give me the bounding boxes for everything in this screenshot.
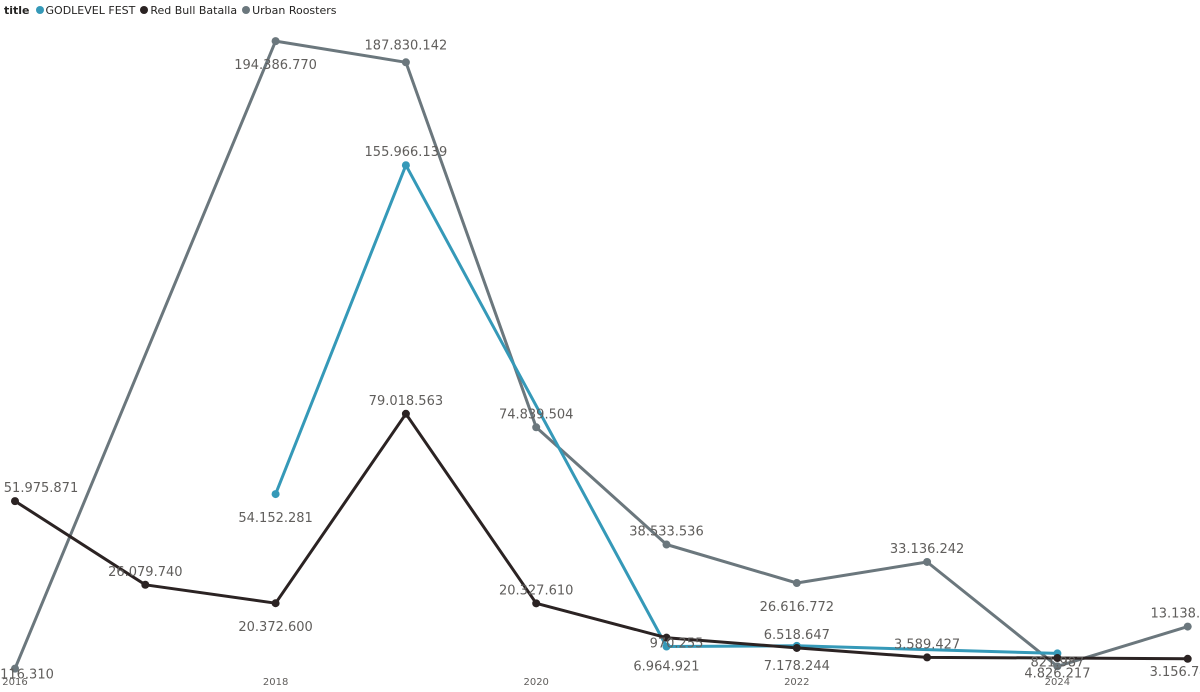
data-point-red-bull-batalla-2019	[401, 409, 410, 418]
data-point-urban-roosters-2022	[792, 579, 801, 588]
data-point-godlevel-fest-2021	[662, 642, 671, 651]
data-point-urban-roosters-2024	[1053, 662, 1062, 671]
data-label-urban-roosters-2021: 38.533.536	[629, 525, 703, 540]
data-point-red-bull-batalla-2017	[141, 580, 150, 589]
data-point-red-bull-batalla-2021	[662, 633, 671, 642]
series-line-red-bull-batalla	[14, 412, 1188, 661]
data-point-urban-roosters-2020	[532, 423, 541, 432]
legend-marker	[242, 6, 251, 14]
data-label-urban-roosters-2018: 194.386.770	[234, 58, 317, 73]
data-label-urban-roosters-2024: 821.987	[1031, 655, 1085, 670]
data-point-red-bull-batalla-2016	[11, 497, 19, 506]
data-label-red-bull-batalla-2023: 3.589.427	[894, 637, 960, 652]
data-label-godlevel-fest-2019: 155.966.139	[365, 145, 448, 160]
data-label-red-bull-batalla-2025: 3.156.743	[1150, 665, 1200, 680]
x-axis: 2016 2018 2020 2022 2024	[2, 677, 1070, 688]
data-label-red-bull-batalla-2020: 20.327.610	[499, 583, 573, 598]
data-label-red-bull-batalla-2022: 6.518.647	[764, 628, 830, 643]
data-label-red-bull-batalla-2018: 20.372.600	[238, 620, 312, 635]
legend-label: GODLEVEL FEST	[45, 3, 136, 17]
x-tick-label-2022: 2022	[784, 677, 809, 688]
data-point-red-bull-batalla-2018	[271, 599, 280, 608]
data-label-godlevel-fest-2024: 4.826.217	[1024, 666, 1090, 681]
data-point-red-bull-batalla-2024	[1053, 654, 1062, 663]
x-tick-label-2024: 2024	[1045, 677, 1070, 688]
data-point-urban-roosters-2016	[11, 664, 19, 673]
x-tick-label-2018: 2018	[263, 677, 288, 688]
legend-label: Urban Roosters	[252, 3, 337, 17]
data-label-red-bull-batalla-2016: 51.975.871	[4, 481, 78, 496]
data-point-urban-roosters-2025	[1183, 622, 1192, 631]
legend-label: Red Bull Batalla	[150, 3, 238, 17]
data-label-urban-roosters-2022: 26.616.772	[760, 600, 834, 615]
data-point-godlevel-fest-2019	[401, 161, 410, 170]
data-point-red-bull-batalla-2023	[923, 653, 932, 662]
data-label-urban-roosters-2020: 74.839.504	[499, 407, 573, 422]
data-point-red-bull-batalla-2025	[1183, 654, 1192, 663]
data-point-red-bull-batalla-2022	[792, 643, 801, 652]
data-label-urban-roosters-2025: 13.138.500	[1150, 607, 1200, 622]
legend-item-urban-roosters[interactable]: Urban Roosters	[242, 3, 337, 17]
data-label-urban-roosters-2016: 116.310	[0, 668, 54, 683]
data-labels: 54.152.281 155.966.139 6.964.921 7.178.244 4…	[0, 38, 1200, 682]
data-point-godlevel-fest-2018	[271, 490, 280, 499]
data-point-red-bull-batalla-2020	[532, 599, 541, 608]
data-point-urban-roosters-2018	[271, 37, 280, 46]
data-label-godlevel-fest-2022: 7.178.244	[764, 659, 830, 674]
data-label-urban-roosters-2023: 33.136.242	[890, 542, 964, 557]
series-line-urban-roosters	[13, 39, 1189, 670]
series-points	[11, 37, 1192, 673]
data-label-red-bull-batalla-2021: 970.255	[650, 637, 704, 652]
legend-item-godlevel-fest[interactable]: GODLEVEL FEST	[35, 3, 136, 17]
legend-title: title	[4, 3, 30, 17]
data-label-urban-roosters-2019: 187.830.142	[365, 38, 448, 53]
data-label-godlevel-fest-2018: 54.152.281	[238, 511, 312, 526]
data-label-red-bull-batalla-2017: 26.079.740	[108, 565, 182, 580]
data-label-godlevel-fest-2021: 6.964.921	[633, 660, 699, 675]
legend-item-red-bull-batalla[interactable]: Red Bull Batalla	[140, 4, 237, 17]
legend: title GODLEVEL FEST Red Bull Batalla Urb…	[4, 2, 342, 18]
x-tick-label-2016: 2016	[2, 677, 27, 688]
data-label-red-bull-batalla-2019: 79.018.563	[369, 394, 443, 409]
data-point-urban-roosters-2023	[923, 557, 932, 566]
series-lines	[13, 39, 1189, 670]
data-point-urban-roosters-2021	[662, 540, 671, 549]
data-point-urban-roosters-2019	[401, 58, 410, 67]
series-line-godlevel-fest	[274, 163, 1058, 655]
legend-marker	[140, 6, 149, 14]
legend-marker	[35, 6, 44, 14]
x-tick-label-2020: 2020	[523, 677, 548, 688]
